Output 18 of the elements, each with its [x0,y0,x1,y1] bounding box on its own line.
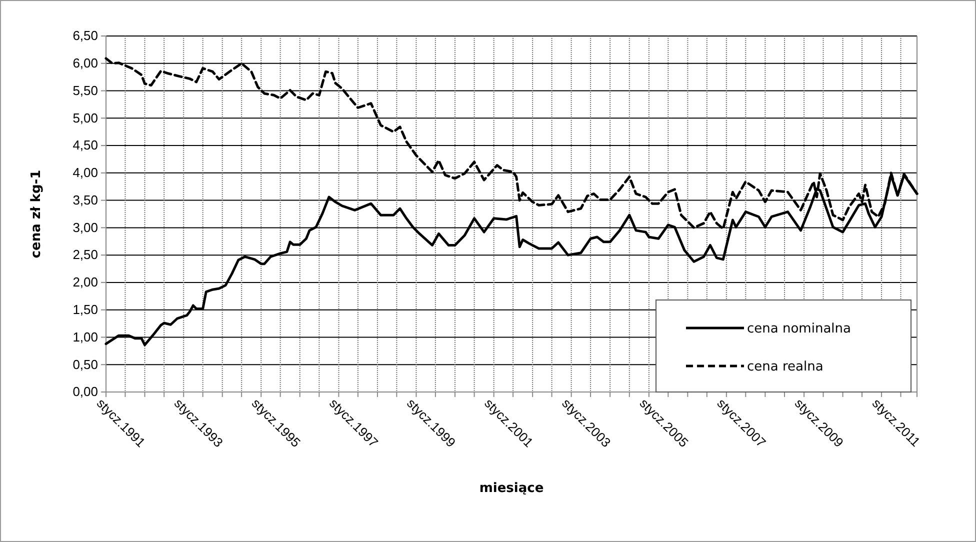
y-tick-label: 6,00 [72,56,98,71]
y-tick-label: 1,50 [72,302,98,318]
y-tick-label: 4,00 [72,165,98,180]
y-axis-title: cena zł kg-1 [29,170,44,258]
legend-label: cena realna [747,360,824,375]
y-tick-label: 3,00 [72,220,98,235]
y-tick-label: 4,50 [72,138,98,153]
y-tick-label: 5,50 [72,82,98,98]
y-tick-label: 2,50 [72,247,98,262]
y-tick-label: 2,00 [72,274,98,290]
y-tick-label: 6,50 [72,28,98,44]
legend-label: cena nominalna [747,322,851,337]
y-tick-label: 5,00 [72,110,98,126]
x-axis-title: miesiące [479,481,544,496]
y-tick-label: 0,50 [72,356,98,372]
y-tick-label: 3,50 [72,192,98,208]
y-tick-label: 0,00 [72,384,98,400]
y-tick-label: 1,00 [72,329,98,344]
